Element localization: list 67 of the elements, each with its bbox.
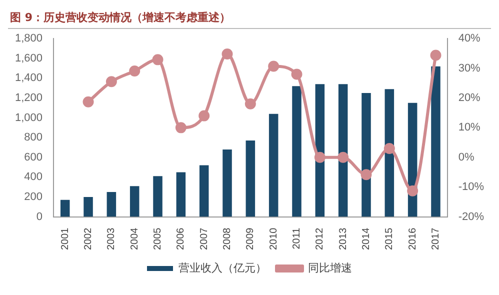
y-tick-label: 1,000 <box>14 112 43 124</box>
point <box>175 122 186 134</box>
y2-tick-label: 0% <box>458 151 474 164</box>
x-tick-label: 2009 <box>245 227 256 250</box>
x-tick-label: 2002 <box>83 227 94 250</box>
x-tick-label: 2001 <box>60 227 71 250</box>
x-tick-label: 2008 <box>222 227 234 250</box>
legend-label: 营业收入（亿元） <box>178 261 266 274</box>
bar <box>222 149 232 217</box>
y2-tick-label: -20% <box>458 210 484 223</box>
x-tick-label: 2006 <box>176 227 187 250</box>
legend-label: 同比增速 <box>308 261 352 274</box>
point <box>222 48 233 60</box>
bar <box>176 172 186 217</box>
bar <box>268 114 278 217</box>
x-tick-label: 2003 <box>106 227 118 250</box>
point <box>152 54 164 66</box>
point <box>129 65 140 76</box>
chart-title: 图 9：历史营收变动情况（增速不考虑重述） <box>8 8 491 29</box>
y2-tick-label: -10% <box>458 181 484 194</box>
bar <box>338 84 348 217</box>
y-tick-label: 1,200 <box>14 92 43 104</box>
point <box>268 60 280 72</box>
point <box>106 76 117 88</box>
bar <box>106 192 116 217</box>
bar <box>246 140 256 217</box>
point <box>82 96 94 108</box>
y-tick-label: 200 <box>24 190 43 203</box>
point <box>407 185 418 196</box>
x-tick-label: 2016 <box>407 227 418 250</box>
point <box>338 152 349 163</box>
point <box>384 142 395 154</box>
y2-tick-label: 20% <box>458 92 481 104</box>
point <box>314 152 326 163</box>
y-tick-label: 1,800 <box>14 32 43 45</box>
x-tick-label: 2017 <box>430 227 442 250</box>
y-tick-label: 400 <box>24 171 43 184</box>
y-tick-label: 800 <box>24 132 43 144</box>
bar <box>292 86 302 217</box>
x-tick-label: 2013 <box>338 227 349 250</box>
y-tick-label: 0 <box>36 210 43 223</box>
x-tick-label: 2014 <box>360 227 372 250</box>
point <box>291 68 302 80</box>
bar <box>153 176 162 217</box>
y2-tick-label: 40% <box>458 32 481 45</box>
x-tick-label: 2011 <box>292 227 303 250</box>
x-tick-label: 2004 <box>129 227 140 250</box>
x-tick-label: 2015 <box>384 227 396 250</box>
bar <box>84 196 93 217</box>
y-tick-label: 1,600 <box>14 52 43 64</box>
bar <box>130 186 140 217</box>
y2-tick-label: 30% <box>458 62 481 74</box>
x-tick-label: 2010 <box>268 227 280 250</box>
x-tick-label: 2012 <box>314 227 326 250</box>
y-tick-label: 600 <box>24 151 43 164</box>
point <box>430 50 442 61</box>
point <box>244 98 256 110</box>
x-tick-label: 2007 <box>198 227 210 250</box>
point <box>360 169 372 180</box>
y2-tick-label: 10% <box>458 122 481 134</box>
bar <box>362 93 371 217</box>
bar <box>199 165 209 217</box>
x-tick-label: 2005 <box>152 227 164 250</box>
point <box>198 110 210 122</box>
y-tick-label: 1,400 <box>14 72 43 84</box>
bar <box>60 200 70 217</box>
bar <box>431 66 440 217</box>
